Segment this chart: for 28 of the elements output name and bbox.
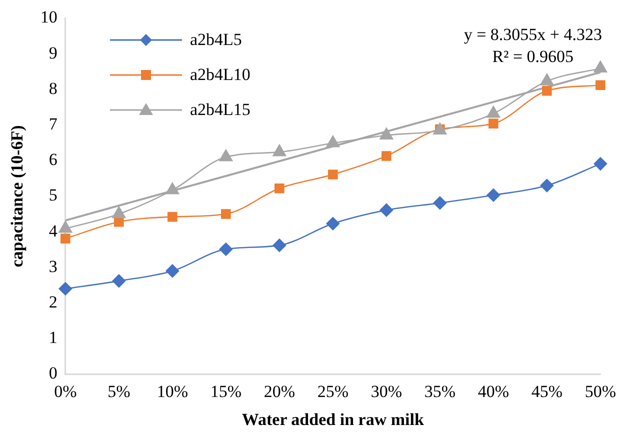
legend-label: a2b4L10 (190, 64, 250, 84)
x-tick-label: 15% (210, 382, 242, 401)
y-tick-label: 9 (48, 43, 58, 62)
x-tick-label: 35% (424, 382, 456, 401)
x-tick-label: 45% (531, 382, 563, 401)
x-tick-label: 30% (370, 382, 402, 401)
x-tick-label: 10% (156, 382, 188, 401)
y-axis-title: capacitance (10-6F) (8, 125, 27, 268)
x-tick-label: 20% (264, 382, 295, 401)
y-tick-label: 4 (48, 221, 58, 240)
y-tick-label: 10 (40, 8, 58, 27)
y-tick-label: 3 (48, 256, 58, 276)
y-tick-label: 2 (48, 292, 58, 312)
x-tick-label: 0% (54, 382, 77, 401)
y-tick-label: 1 (48, 328, 58, 348)
y-tick-label: 6 (48, 150, 58, 170)
legend-label: a2b4L15 (190, 100, 250, 120)
x-axis-title: Water added in raw milk (242, 410, 424, 430)
y-tick-label: 0 (48, 364, 58, 383)
x-tick-label: 40% (478, 382, 509, 401)
legend-label: a2b4L5 (190, 30, 242, 50)
x-tick-label: 50% (584, 382, 616, 401)
y-tick-label: 8 (48, 78, 58, 98)
annotation: y = 8.3055x + 4.323 R² = 0.9605 (464, 24, 602, 68)
y-tick-label: 7 (48, 114, 58, 134)
x-tick-label: 25% (317, 382, 348, 401)
x-tick-label: 5% (108, 382, 130, 401)
y-tick-label: 5 (48, 186, 58, 205)
